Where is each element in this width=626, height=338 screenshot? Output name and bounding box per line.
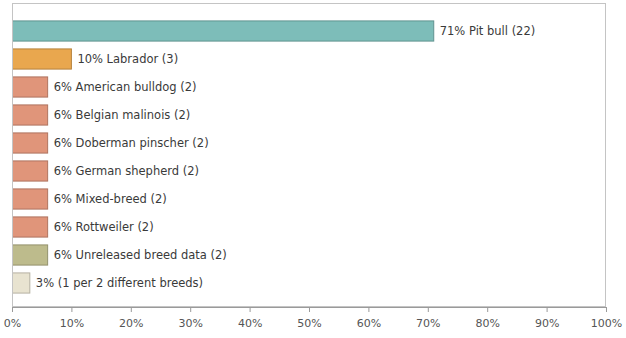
plot-frame [13, 4, 606, 307]
x-tick: 80% [475, 307, 499, 330]
x-tick-mark [547, 307, 548, 312]
data-label: 6% Doberman pinscher (2) [54, 136, 209, 150]
data-labels: 71% Pit bull (22) 10% Labrador (3) 6% Amer… [36, 24, 535, 290]
bar [12, 77, 48, 97]
x-tick-label: 10% [60, 317, 84, 330]
x-tick-label: 20% [119, 317, 143, 330]
data-label: 6% Rottweiler (2) [54, 220, 154, 234]
data-label: 6% Unreleased breed data (2) [54, 248, 227, 262]
x-tick: 30% [178, 307, 202, 330]
x-tick-label: 60% [357, 317, 381, 330]
bar [12, 133, 48, 153]
x-tick-mark [428, 307, 429, 312]
x-tick: 50% [297, 307, 321, 330]
bar [12, 245, 48, 265]
x-tick-label: 40% [238, 317, 262, 330]
x-tick-label: 80% [475, 317, 499, 330]
bar [12, 21, 434, 41]
x-tick-mark [309, 307, 310, 312]
data-label: 6% American bulldog (2) [54, 80, 197, 94]
x-tick-mark [71, 307, 72, 312]
x-tick-mark [487, 307, 488, 312]
x-tick-mark [606, 307, 607, 312]
x-tick: 60% [357, 307, 381, 330]
x-tick: 100% [591, 307, 622, 330]
chart-svg: 0% 10% 20% 30% 40% 50% 60% 70% 80% 90% 100% 71% Pit… [0, 0, 626, 338]
data-label: 10% Labrador (3) [77, 52, 178, 66]
x-tick-label: 50% [297, 317, 321, 330]
x-tick: 40% [238, 307, 262, 330]
chart-container: 0% 10% 20% 30% 40% 50% 60% 70% 80% 90% 100% 71% Pit… [0, 0, 626, 338]
bars [12, 21, 434, 293]
x-tick-label: 100% [591, 317, 622, 330]
x-tick: 10% [60, 307, 84, 330]
x-axis-line [13, 308, 607, 313]
x-tick-label: 90% [535, 317, 559, 330]
bar [12, 161, 48, 181]
bar [12, 273, 30, 293]
x-tick-mark [368, 307, 369, 312]
x-tick-label: 0% [4, 317, 21, 330]
x-tick-mark [131, 307, 132, 312]
data-label: 71% Pit bull (22) [440, 24, 536, 38]
data-label: 6% German shepherd (2) [54, 164, 199, 178]
x-tick-label: 70% [416, 317, 440, 330]
x-axis: 0% 10% 20% 30% 40% 50% 60% 70% 80% 90% 100% [4, 307, 622, 330]
y-axis-line [12, 18, 13, 298]
data-label: 6% Belgian malinois (2) [54, 108, 191, 122]
bar [12, 49, 71, 69]
x-tick: 0% [4, 307, 21, 330]
bar [12, 105, 48, 125]
x-tick-mark [190, 307, 191, 312]
y-axis [12, 18, 14, 298]
x-tick-mark [250, 307, 251, 312]
data-label: 3% (1 per 2 different breeds) [36, 276, 203, 290]
bar [12, 189, 48, 209]
x-tick: 70% [416, 307, 440, 330]
bar [12, 217, 48, 237]
x-tick-mark [12, 307, 13, 312]
x-tick: 90% [535, 307, 559, 330]
x-tick-label: 30% [178, 317, 202, 330]
x-tick: 20% [119, 307, 143, 330]
data-label: 6% Mixed-breed (2) [54, 192, 167, 206]
